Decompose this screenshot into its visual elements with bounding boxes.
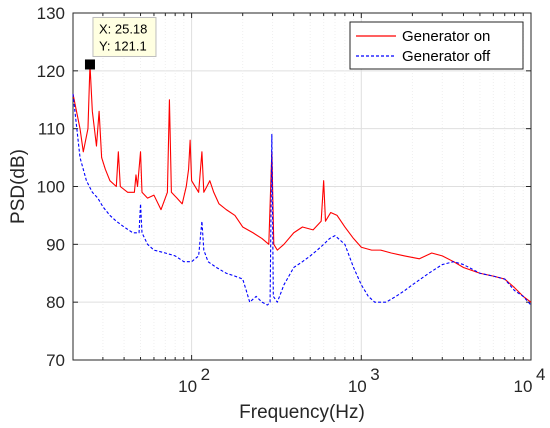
x-tick-label: 10 xyxy=(514,377,533,396)
data-tip-box xyxy=(92,16,157,57)
x-tick-exponent: 2 xyxy=(201,365,210,384)
series-line-generator-off xyxy=(72,93,532,306)
series-lines xyxy=(72,63,532,306)
y-axis-title: PSD(dB) xyxy=(8,149,29,224)
x-tick-exponent: 4 xyxy=(536,365,545,384)
x-tick-label: 10 xyxy=(348,377,367,396)
data-tip-marker xyxy=(84,59,95,70)
y-tick-labels: 70 80 90 100 110 120 130 xyxy=(37,4,65,370)
legend-box xyxy=(349,21,524,70)
x-tick-exponent: 3 xyxy=(370,365,379,384)
data-tip[interactable]: X: 25.18 Y: 121.1 xyxy=(84,16,157,70)
y-tick-label: 130 xyxy=(37,4,65,23)
axis-ticks xyxy=(73,12,532,361)
data-tip-x-label: X: 25.18 xyxy=(99,21,147,36)
y-tick-label: 90 xyxy=(46,235,65,254)
y-tick-label: 80 xyxy=(46,293,65,312)
y-tick-label: 110 xyxy=(38,120,65,139)
y-tick-label: 100 xyxy=(37,178,65,197)
series-line-generator-on xyxy=(72,63,532,303)
y-tick-label: 70 xyxy=(46,351,65,370)
legend-label-generator-off: Generator off xyxy=(402,48,491,65)
y-tick-label: 120 xyxy=(37,62,65,81)
x-tick-label: 10 xyxy=(178,377,197,396)
legend[interactable]: Generator on Generator off xyxy=(349,21,524,70)
legend-label-generator-on: Generator on xyxy=(402,28,490,45)
grid-lines xyxy=(73,13,531,360)
x-axis-title: Frequency(Hz) xyxy=(239,402,365,423)
data-tip-y-label: Y: 121.1 xyxy=(99,38,147,53)
